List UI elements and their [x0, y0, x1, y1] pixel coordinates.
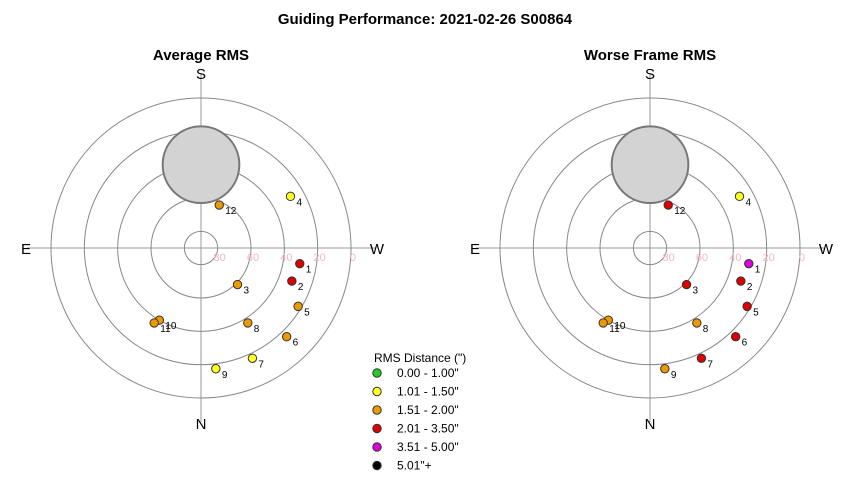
altitude-tick-label: 40 [729, 252, 741, 264]
exclusion-zone [610, 125, 690, 205]
direction-label-left: E [470, 241, 480, 258]
direction-label-top: S [196, 66, 206, 83]
legend-swatch [372, 368, 382, 378]
data-point [681, 279, 692, 290]
data-point-label: 7 [707, 359, 713, 370]
data-point [736, 276, 746, 286]
direction-label-right: W [819, 241, 834, 258]
data-point-label: 5 [304, 307, 310, 318]
direction-label-bottom: N [196, 416, 207, 433]
exclusion-zone [161, 125, 241, 205]
data-point-label: 4 [745, 197, 751, 208]
legend-entry-label: 5.01"+ [397, 459, 432, 473]
data-point-label: 8 [703, 324, 709, 335]
plot-title: Average RMS [153, 47, 249, 64]
legend: RMS Distance (") 0.00 - 1.00" 1.01 - 1.50… [372, 351, 466, 473]
altitude-tick-label: 60 [247, 252, 259, 264]
data-point [696, 353, 707, 363]
data-point-label: 6 [293, 338, 299, 349]
data-point [730, 332, 741, 342]
data-point-label: 2 [298, 282, 304, 293]
data-point-label: 3 [244, 286, 250, 297]
altitude-tick-label: 0 [350, 252, 356, 264]
data-point-label: 1 [306, 265, 312, 276]
legend-swatch [372, 423, 382, 434]
data-point [742, 301, 752, 312]
direction-label-top: S [645, 66, 655, 83]
data-point [243, 318, 253, 328]
legend-entry-label: 2.01 - 3.50" [397, 422, 459, 436]
data-point-label: 12 [225, 206, 237, 217]
legend-swatch [372, 460, 382, 471]
data-point-label: 5 [753, 307, 759, 318]
legend-swatch [372, 405, 382, 415]
data-point-label: 8 [254, 324, 260, 335]
data-point-label: 1 [755, 265, 761, 276]
data-point [285, 191, 296, 202]
altitude-ring [50, 97, 352, 399]
legend-entry-label: 0.00 - 1.00" [397, 366, 459, 380]
altitude-ring [632, 230, 668, 266]
data-point-label: 4 [296, 197, 302, 208]
data-point [295, 258, 305, 269]
data-point-label: 12 [674, 206, 686, 217]
figure-title: Guiding Performance: 2021-02-26 S00864 [278, 11, 573, 28]
plot-title: Worse Frame RMS [584, 47, 716, 64]
data-point [660, 364, 670, 374]
altitude-tick-label: 80 [663, 252, 675, 264]
legend-swatch [372, 386, 382, 397]
legend-swatch [372, 442, 382, 452]
data-point [287, 276, 297, 286]
data-point-label: 9 [671, 370, 677, 381]
data-point-label: 11 [160, 324, 171, 335]
data-point-label: 10 [165, 321, 177, 332]
data-point [663, 200, 673, 210]
legend-title: RMS Distance (") [374, 351, 466, 365]
data-point [232, 279, 243, 290]
altitude-tick-label: 20 [763, 252, 775, 264]
data-point [734, 191, 745, 202]
data-point-label: 7 [258, 359, 264, 370]
legend-entry-label: 3.51 - 5.00" [397, 440, 459, 454]
data-point [214, 200, 224, 210]
data-point [281, 332, 292, 342]
legend-entry-label: 1.01 - 1.50" [397, 385, 459, 399]
data-point [211, 364, 221, 374]
data-point [598, 318, 608, 328]
altitude-tick-label: 60 [696, 252, 708, 264]
data-point-label: 11 [609, 324, 620, 335]
direction-label-bottom: N [645, 416, 656, 433]
data-point-label: 6 [742, 338, 748, 349]
altitude-tick-label: 40 [280, 252, 292, 264]
data-point [247, 353, 258, 363]
data-point-label: 9 [222, 370, 228, 381]
altitude-ring [183, 230, 219, 266]
data-point-label: 10 [614, 321, 626, 332]
data-point [744, 258, 754, 269]
data-point [692, 318, 702, 328]
data-point-label: 2 [747, 282, 753, 293]
direction-label-right: W [370, 241, 385, 258]
altitude-tick-label: 20 [314, 252, 326, 264]
legend-entry-label: 1.51 - 2.00" [397, 403, 459, 417]
altitude-tick-label: 80 [214, 252, 226, 264]
data-point [293, 301, 303, 312]
data-point-label: 3 [693, 286, 699, 297]
altitude-tick-label: 0 [799, 252, 805, 264]
data-point [149, 318, 159, 328]
direction-label-left: E [21, 241, 31, 258]
altitude-ring [499, 97, 801, 399]
